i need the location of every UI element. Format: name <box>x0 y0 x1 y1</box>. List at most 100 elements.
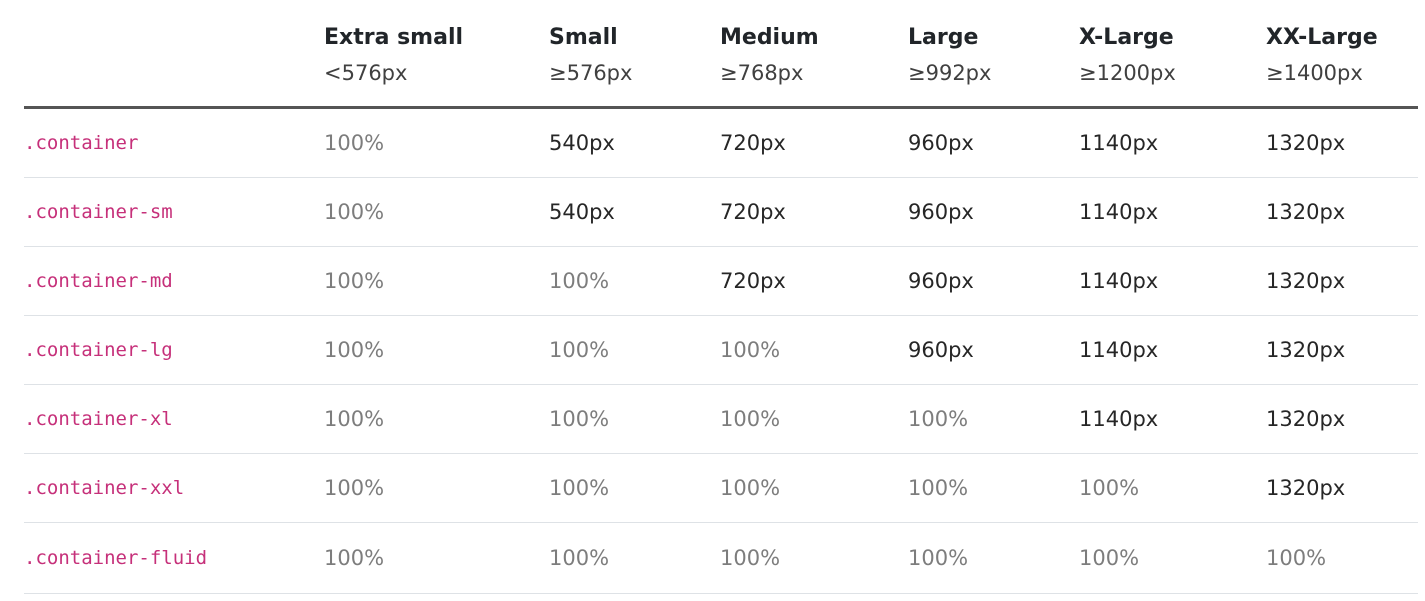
max-width-cell: 100% <box>324 107 549 178</box>
max-width-cell: 1320px <box>1266 107 1418 178</box>
max-width-cell: 100% <box>720 522 908 594</box>
max-width-value: 100% <box>1079 476 1140 500</box>
header-extra-small: Extra small <576px <box>324 0 549 109</box>
container-breakpoints-table: Extra small <576px Small ≥576px Medium ≥… <box>24 0 1418 594</box>
max-width-cell: 100% <box>549 384 720 454</box>
max-width-value: 100% <box>1266 546 1327 570</box>
max-width-cell: 100% <box>720 453 908 523</box>
max-width-value: 100% <box>549 407 610 431</box>
max-width-value: 100% <box>324 131 385 155</box>
max-width-value: 100% <box>549 546 610 570</box>
max-width-value: 1140px <box>1079 200 1159 224</box>
max-width-cell: 100% <box>324 384 549 454</box>
max-width-value: 720px <box>720 131 786 155</box>
header-small: Small ≥576px <box>549 0 720 109</box>
max-width-cell: 100% <box>324 522 549 594</box>
header-large: Large ≥992px <box>908 0 1079 109</box>
header-row: Extra small <576px Small ≥576px Medium ≥… <box>24 0 1418 109</box>
header-title: Extra small <box>324 25 464 50</box>
max-width-cell: 1140px <box>1079 384 1266 454</box>
max-width-value: 1140px <box>1079 131 1159 155</box>
max-width-value: 100% <box>908 546 969 570</box>
header-breakpoint: ≥576px <box>549 61 633 85</box>
max-width-cell: 1320px <box>1266 246 1418 316</box>
max-width-cell: 1140px <box>1079 246 1266 316</box>
container-class-name: .container <box>24 107 324 178</box>
max-width-value: 1320px <box>1266 200 1346 224</box>
max-width-cell: 960px <box>908 107 1079 178</box>
breakpoints-table-wrapper: Extra small <576px Small ≥576px Medium ≥… <box>24 0 1418 594</box>
max-width-value: 540px <box>549 200 615 224</box>
max-width-cell: 960px <box>908 177 1079 247</box>
table-row: .container-xxl 100% 100% 100% 100% 100% 1320px <box>24 453 1418 523</box>
max-width-value: 1320px <box>1266 269 1346 293</box>
table-row: .container-xl 100% 100% 100% 100% 1140px 1320p… <box>24 384 1418 454</box>
max-width-value: 100% <box>324 407 385 431</box>
max-width-cell: 100% <box>1079 522 1266 594</box>
max-width-cell: 1320px <box>1266 384 1418 454</box>
header-breakpoint: ≥992px <box>908 61 992 85</box>
table-header: Extra small <576px Small ≥576px Medium ≥… <box>24 0 1418 109</box>
max-width-value: 960px <box>908 131 974 155</box>
max-width-value: 100% <box>1079 546 1140 570</box>
container-class-name: .container-fluid <box>24 522 324 594</box>
header-title: Large <box>908 25 979 50</box>
max-width-value: 1320px <box>1266 131 1346 155</box>
max-width-cell: 1140px <box>1079 315 1266 385</box>
max-width-value: 1140px <box>1079 407 1159 431</box>
max-width-cell: 100% <box>1079 453 1266 523</box>
max-width-cell: 100% <box>720 315 908 385</box>
max-width-value: 1320px <box>1266 338 1346 362</box>
max-width-cell: 960px <box>908 315 1079 385</box>
header-title: Small <box>549 25 618 50</box>
max-width-cell: 720px <box>720 177 908 247</box>
max-width-value: 100% <box>720 338 781 362</box>
max-width-cell: 100% <box>908 453 1079 523</box>
max-width-cell: 720px <box>720 107 908 178</box>
max-width-value: 100% <box>549 476 610 500</box>
container-class-name: .container-md <box>24 246 324 316</box>
header-breakpoint: ≥1400px <box>1266 61 1363 85</box>
max-width-value: 960px <box>908 200 974 224</box>
max-width-value: 100% <box>549 338 610 362</box>
container-class-name: .container-xl <box>24 384 324 454</box>
max-width-cell: 1320px <box>1266 177 1418 247</box>
max-width-cell: 1320px <box>1266 453 1418 523</box>
max-width-cell: 100% <box>908 384 1079 454</box>
max-width-value: 100% <box>324 269 385 293</box>
header-title: Medium <box>720 25 819 50</box>
max-width-cell: 100% <box>324 453 549 523</box>
max-width-cell: 100% <box>549 315 720 385</box>
table-row: .container-sm 100% 540px 720px 960px 1140px 13… <box>24 177 1418 247</box>
max-width-cell: 1320px <box>1266 315 1418 385</box>
max-width-value: 100% <box>324 338 385 362</box>
max-width-cell: 100% <box>908 522 1079 594</box>
max-width-value: 100% <box>324 546 385 570</box>
max-width-cell: 540px <box>549 107 720 178</box>
table-row: .container 100% 540px 720px 960px 1140px 1320p… <box>24 107 1418 178</box>
max-width-value: 720px <box>720 269 786 293</box>
header-title: XX-Large <box>1266 25 1378 50</box>
max-width-value: 100% <box>908 476 969 500</box>
max-width-value: 100% <box>324 476 385 500</box>
table-row: .container-fluid 100% 100% 100% 100% 100% 100% <box>24 522 1418 594</box>
max-width-value: 540px <box>549 131 615 155</box>
max-width-cell: 100% <box>324 246 549 316</box>
max-width-value: 1140px <box>1079 338 1159 362</box>
max-width-cell: 720px <box>720 246 908 316</box>
max-width-cell: 100% <box>1266 522 1418 594</box>
header-breakpoint: <576px <box>324 61 408 85</box>
header-title: X-Large <box>1079 25 1174 50</box>
max-width-value: 960px <box>908 338 974 362</box>
max-width-value: 720px <box>720 200 786 224</box>
max-width-value: 100% <box>720 546 781 570</box>
max-width-cell: 100% <box>549 246 720 316</box>
max-width-value: 100% <box>324 200 385 224</box>
container-class-name: .container-sm <box>24 177 324 247</box>
max-width-cell: 100% <box>549 453 720 523</box>
max-width-cell: 540px <box>549 177 720 247</box>
table-row: .container-md 100% 100% 720px 960px 1140px 132… <box>24 246 1418 316</box>
max-width-cell: 100% <box>324 177 549 247</box>
max-width-cell: 100% <box>720 384 908 454</box>
max-width-value: 100% <box>720 476 781 500</box>
